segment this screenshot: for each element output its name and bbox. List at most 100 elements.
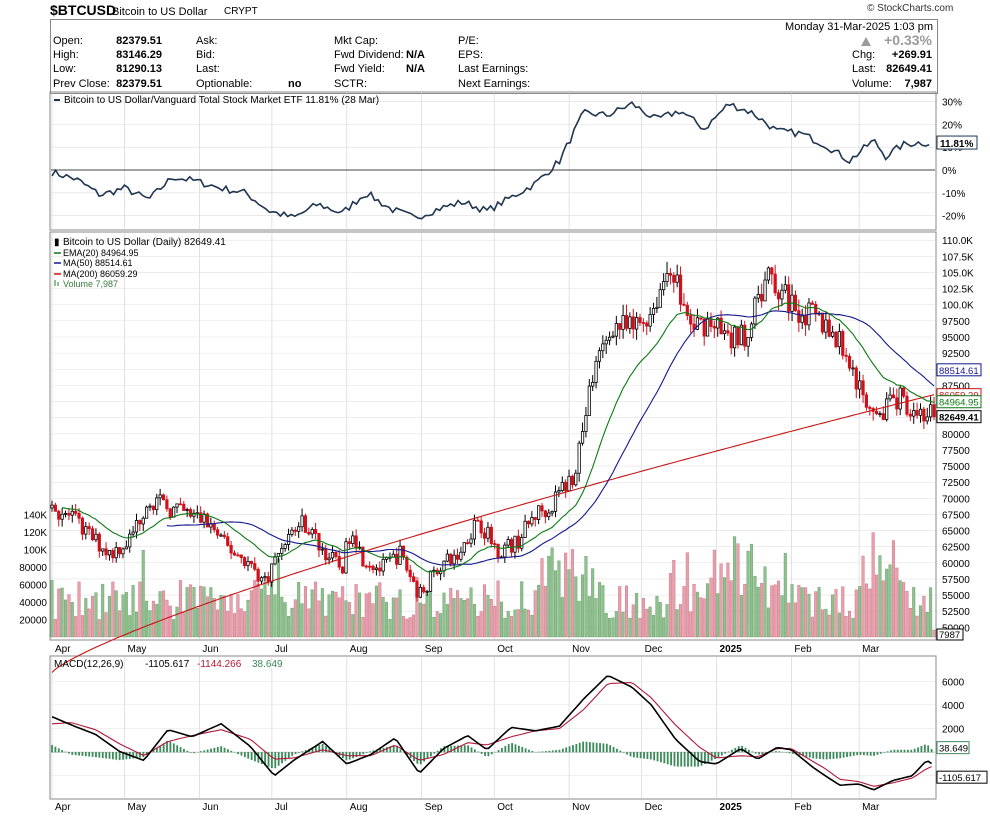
macd-histogram-bar [531, 750, 534, 753]
candle-body [624, 315, 629, 329]
candle-body [648, 314, 652, 327]
volume-bar [577, 600, 581, 638]
macd-histogram-bar [284, 752, 287, 761]
volume-bar [124, 592, 128, 638]
candle-body [645, 322, 649, 327]
macd-histogram-bar [389, 746, 392, 753]
volume-bar [70, 602, 74, 638]
volume-bar [668, 573, 672, 638]
macd-histogram-bar [247, 752, 250, 759]
volume-bar [871, 532, 875, 638]
macd-histogram-bar [849, 752, 852, 757]
volume-bar [733, 536, 737, 638]
volume-bar [652, 614, 656, 638]
macd-histogram-bar [183, 748, 185, 753]
macd-histogram-bar [429, 752, 432, 757]
macd-histogram-bar [68, 752, 70, 754]
volume-bar [449, 588, 453, 638]
volume-bar [388, 619, 392, 638]
candle-body [212, 523, 216, 531]
volume-bar [824, 608, 828, 638]
candle-body [425, 590, 429, 593]
candle-body [226, 536, 230, 546]
candle-body [215, 529, 220, 536]
macd-histogram-bar [704, 752, 706, 764]
macd-histogram-bar [243, 752, 246, 758]
volume-bar [848, 611, 852, 638]
macd-histogram-bar [497, 750, 500, 753]
volume-bar [118, 610, 122, 638]
candle-body [854, 367, 858, 390]
candle-body [307, 532, 311, 535]
volume-bar [134, 611, 138, 638]
macd-histogram-bar [118, 752, 121, 761]
volume-bar [695, 591, 699, 638]
candle-body [668, 273, 673, 276]
candle-body [716, 317, 720, 329]
candle-body [550, 510, 554, 514]
price-y-tick: 52500 [942, 607, 970, 618]
candle-body [925, 416, 929, 422]
volume-bar [189, 584, 193, 638]
volume-bar [766, 607, 770, 638]
candle-body [746, 336, 750, 347]
candle-body [63, 512, 68, 515]
volume-bar [358, 592, 362, 638]
candle-body [300, 515, 304, 528]
candle-body [760, 294, 764, 302]
candle-body [70, 510, 74, 516]
volume-bar [618, 586, 622, 638]
macd-histogram-bar [839, 752, 842, 759]
candle-body [547, 512, 551, 518]
volume-y-tick: 40000 [19, 598, 47, 609]
volume-bar [773, 584, 777, 638]
candle-body [229, 545, 233, 554]
candle-body [888, 394, 892, 400]
macd-histogram-bar [761, 752, 764, 754]
macd-histogram-bar [101, 752, 104, 759]
macd-histogram-bar [406, 752, 409, 756]
macd-histogram-bar [819, 752, 821, 759]
sctr-label: SCTR: [334, 78, 367, 90]
candle-body [253, 563, 257, 570]
volume-bar [64, 599, 68, 638]
macd-histogram-bar [683, 752, 686, 767]
x-tick-label: Aug [350, 644, 368, 655]
volume-bar [67, 594, 71, 638]
macd-histogram-bar [216, 747, 219, 753]
macd-histogram-bar [179, 747, 182, 753]
macd-histogram-bar [152, 750, 155, 753]
volume-bar [800, 587, 804, 638]
x-tick-label: Feb [794, 644, 812, 655]
macd-histogram-bar [321, 743, 324, 753]
candle-body [739, 324, 743, 346]
price-y-tick: 72500 [942, 478, 970, 489]
volume-bar [706, 583, 710, 638]
macd-histogram-bar [879, 752, 882, 754]
volume-bar [469, 587, 473, 638]
volume-bar [516, 609, 520, 638]
volume-bar [104, 612, 108, 638]
macd-histogram-bar [558, 749, 561, 753]
volume-bar [192, 587, 196, 638]
candle-body [621, 315, 625, 330]
candle-body [651, 308, 656, 315]
price-y-tick: 92500 [942, 349, 970, 360]
volume-bar [435, 611, 439, 638]
macd-histogram-bar [71, 752, 74, 755]
candle-body [182, 503, 186, 511]
macd-histogram-bar [504, 746, 507, 753]
candle-body [466, 542, 470, 545]
volume-bar [743, 583, 747, 638]
volume-bar [638, 618, 642, 638]
macd-histogram-bar [517, 745, 520, 753]
volume-bar [266, 595, 270, 638]
macd-histogram-bar [734, 747, 737, 753]
volume-bar [554, 570, 558, 638]
candle-body [847, 356, 852, 369]
volume-bar [310, 589, 314, 638]
volume-bar [763, 566, 767, 638]
macd-histogram-bar [660, 752, 662, 763]
ratio-last-value-box [936, 135, 978, 150]
volume-bar [641, 598, 645, 638]
